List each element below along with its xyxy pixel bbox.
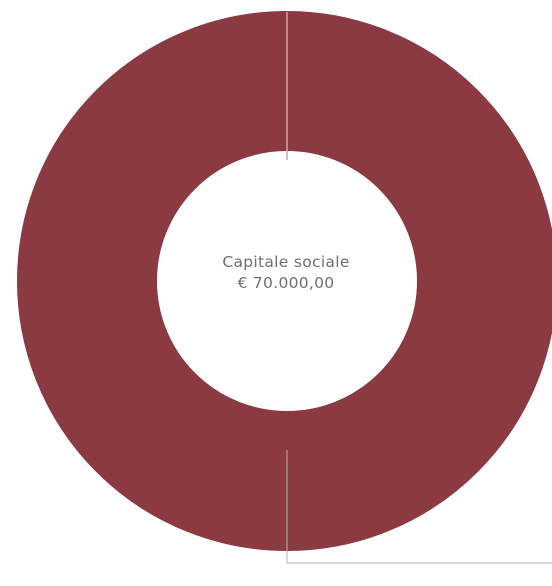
center-label-title: Capitale sociale bbox=[222, 253, 350, 271]
donut-center-label: Capitale sociale € 70.000,00 bbox=[170, 252, 402, 294]
leader-line bbox=[286, 450, 552, 564]
center-label-value: € 70.000,00 bbox=[237, 274, 335, 292]
